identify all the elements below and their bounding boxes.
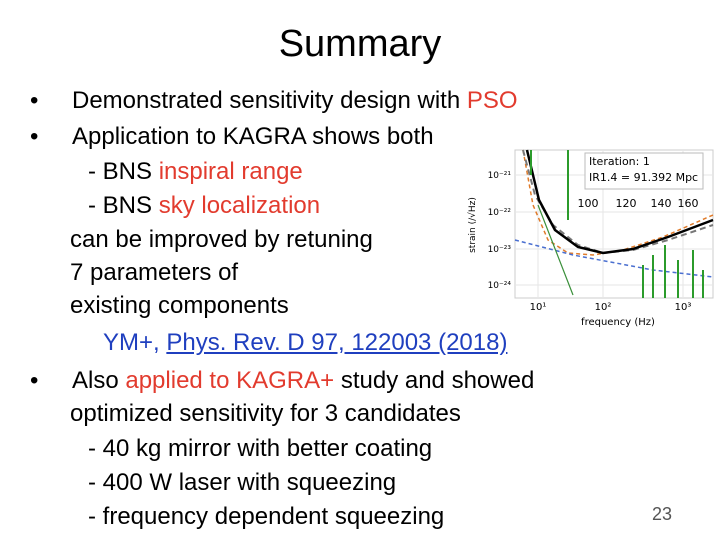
inset-tick: 140 xyxy=(651,197,672,210)
text-line: - 40 kg mirror with better coating xyxy=(88,435,432,463)
text: can be improved by retuning xyxy=(70,226,373,253)
text-line: can be improved by retuning xyxy=(70,226,373,254)
text-line: - frequency dependent squeezing xyxy=(88,503,444,531)
inset-tick: 160 xyxy=(678,197,699,210)
text-line: Also applied to KAGRA+ study and showed xyxy=(72,367,534,395)
text: - BNS xyxy=(88,192,159,219)
x-tick-label: 10¹ xyxy=(530,302,547,313)
page-number: 23 xyxy=(652,504,673,524)
y-tick-label: 10⁻²⁴ xyxy=(488,281,512,291)
text: Demonstrated sensitivity design with xyxy=(72,87,467,114)
bullet: • xyxy=(30,123,39,150)
legend-text: IR1.4 = 91.392 Mpc xyxy=(589,171,698,184)
text: - 400 W laser with squeezing xyxy=(88,469,397,496)
text-line: Demonstrated sensitivity design with PSO xyxy=(72,87,518,115)
bullet: • xyxy=(30,87,39,114)
y-axis-label: strain (/√Hz) xyxy=(467,197,478,253)
slide-title: Summary xyxy=(278,23,442,65)
y-tick-label: 10⁻²¹ xyxy=(488,171,512,181)
text-line: - BNS inspiral range xyxy=(88,158,303,186)
highlight: inspiral range xyxy=(158,158,303,185)
inset-tick: 100 xyxy=(578,197,599,210)
legend-text: Iteration: 1 xyxy=(589,155,650,168)
curve xyxy=(537,204,574,296)
spikes xyxy=(530,150,704,298)
text: Also xyxy=(72,367,126,394)
text: existing components xyxy=(70,292,289,319)
x-axis-label: frequency (Hz) xyxy=(581,317,655,328)
text-line: YM+, Phys. Rev. D 97, 122003 (2018) xyxy=(103,329,507,357)
curve xyxy=(525,149,714,255)
text: - 40 kg mirror with better coating xyxy=(88,435,433,462)
text: Application to KAGRA shows both xyxy=(72,123,434,150)
y-tick-label: 10⁻²² xyxy=(488,208,512,218)
text-line: Application to KAGRA shows both xyxy=(72,123,434,151)
text: optimized sensitivity for 3 candidates xyxy=(70,400,461,427)
text: - frequency dependent squeezing xyxy=(88,503,445,530)
inset-tick: 120 xyxy=(616,197,637,210)
x-tick-label: 10³ xyxy=(675,302,692,313)
bullet: • xyxy=(30,367,39,394)
text-line: - 400 W laser with squeezing xyxy=(88,469,396,497)
text-line: existing components xyxy=(70,292,289,320)
legend-box xyxy=(584,152,704,190)
text: 7 parameters of xyxy=(70,259,239,286)
sensitivity-figure: Iteration: 1 IR1.4 = 91.392 Mpc 100 120 … xyxy=(467,149,714,328)
text-line: optimized sensitivity for 3 candidates xyxy=(70,400,461,428)
text: YM+, xyxy=(103,329,167,356)
highlight: sky localization xyxy=(158,192,321,219)
text: - BNS xyxy=(88,158,159,185)
highlight: applied to KAGRA+ xyxy=(125,367,335,394)
text: study and showed xyxy=(334,367,535,394)
reference-link[interactable]: Phys. Rev. D 97, 122003 (2018) xyxy=(166,329,508,356)
text-line: 7 parameters of xyxy=(70,259,238,287)
x-tick-label: 10² xyxy=(595,302,612,313)
highlight: PSO xyxy=(466,87,518,114)
curve xyxy=(514,239,714,278)
y-tick-label: 10⁻²³ xyxy=(488,245,512,255)
text-line: - BNS sky localization xyxy=(88,192,320,220)
